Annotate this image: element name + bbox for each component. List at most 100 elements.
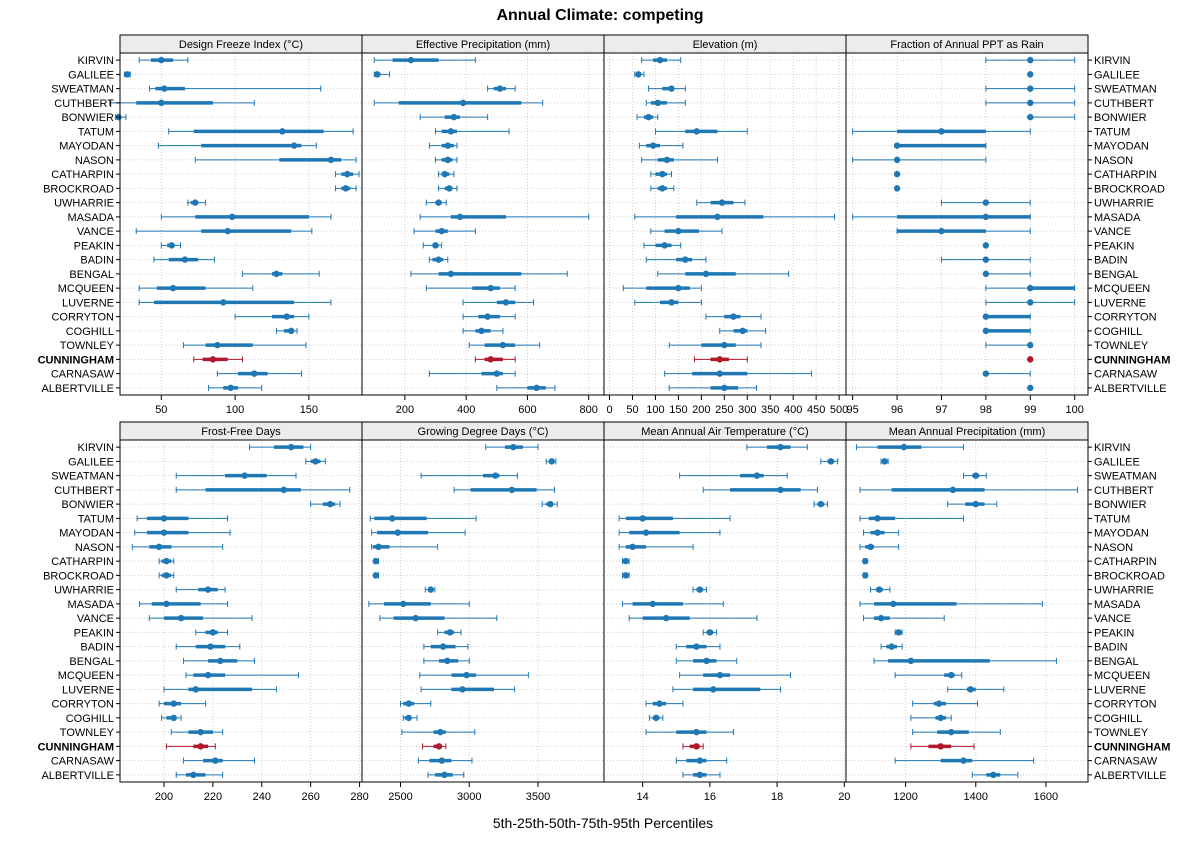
median-point xyxy=(895,629,902,636)
y-tick-label: PEAKIN xyxy=(74,240,114,252)
median-point xyxy=(649,600,656,608)
median-point xyxy=(706,629,714,636)
median-point xyxy=(721,384,728,392)
median-point xyxy=(181,256,189,263)
y-tick-label: CARNASAW xyxy=(1094,756,1158,768)
median-point xyxy=(937,714,944,722)
median-point xyxy=(972,500,979,508)
panel-title: Mean Annual Air Temperature (°C) xyxy=(641,426,808,438)
y-tick-label: LUVERNE xyxy=(1094,684,1146,696)
median-point xyxy=(374,71,381,78)
median-point xyxy=(439,643,447,650)
y-tick-label: MASADA xyxy=(68,212,115,224)
median-point xyxy=(204,671,212,679)
median-point xyxy=(394,529,401,536)
y-tick-label: TATUM xyxy=(1094,513,1130,525)
y-tick-label: TOWNLEY xyxy=(1094,727,1149,739)
y-tick-label: NASON xyxy=(1094,155,1133,167)
median-point xyxy=(241,472,248,479)
y-tick-label: UWHARRIE xyxy=(54,198,114,210)
y-tick-label: SWEATMAN xyxy=(1094,471,1157,483)
y-tick-label: LUVERNE xyxy=(62,297,114,309)
median-point xyxy=(1027,341,1034,349)
x-tick-label: 16 xyxy=(704,791,716,803)
x-tick-label: 3000 xyxy=(457,791,481,803)
y-tick-label: ALBERTVILLE xyxy=(41,383,114,395)
median-point xyxy=(502,299,510,306)
median-point xyxy=(400,600,407,608)
y-tick-label: VANCE xyxy=(77,613,114,625)
y-tick-label: SWEATMAN xyxy=(1094,84,1157,96)
x-axis-label: 5th-25th-50th-75th-95th Percentiles xyxy=(493,815,713,831)
median-point xyxy=(160,529,168,536)
median-point xyxy=(441,771,448,779)
median-point xyxy=(714,213,721,221)
y-tick-label: CATHARPIN xyxy=(51,556,114,568)
y-tick-label: UWHARRIE xyxy=(1094,585,1154,597)
y-tick-label: VANCE xyxy=(1094,226,1131,238)
median-point xyxy=(207,643,214,650)
x-tick-label: 1200 xyxy=(893,791,917,803)
y-tick-label: CUNNINGHAM xyxy=(38,741,114,753)
x-tick-label: 150 xyxy=(669,404,687,416)
y-tick-label: BADIN xyxy=(1094,255,1128,267)
median-point xyxy=(817,500,824,508)
y-tick-label: TATUM xyxy=(78,513,114,525)
median-point xyxy=(508,486,516,494)
median-point xyxy=(456,213,464,221)
median-point xyxy=(1027,71,1034,78)
median-point xyxy=(893,170,901,178)
median-point xyxy=(290,142,298,149)
median-point xyxy=(499,341,507,349)
median-point xyxy=(696,771,703,779)
y-tick-label: BENGAL xyxy=(69,269,114,281)
median-point xyxy=(777,486,784,494)
median-point xyxy=(177,614,185,622)
y-tick-label: COGHILL xyxy=(1094,326,1142,338)
median-point xyxy=(496,85,504,92)
median-point xyxy=(192,686,199,693)
median-point xyxy=(224,227,231,235)
y-tick-label: COGHILL xyxy=(66,713,114,725)
y-tick-label: CUTHBERT xyxy=(54,98,114,110)
x-tick-label: 18 xyxy=(771,791,783,803)
median-point xyxy=(702,270,710,278)
median-point xyxy=(639,515,646,522)
median-point xyxy=(693,743,700,750)
median-point xyxy=(874,515,881,522)
median-point xyxy=(163,572,170,579)
median-point xyxy=(982,270,990,278)
panel-grid: Design Freeze Index (°C) 50 100 150 KIRVIN GA… xyxy=(38,34,1170,803)
median-point xyxy=(484,313,491,320)
median-point xyxy=(273,270,280,278)
median-point xyxy=(874,529,881,536)
median-point xyxy=(287,443,295,451)
median-point xyxy=(862,572,869,579)
median-point xyxy=(1027,99,1034,107)
y-tick-label: MASADA xyxy=(1094,599,1141,611)
median-point xyxy=(622,557,630,565)
median-point xyxy=(209,356,217,363)
x-tick-label: 450 xyxy=(807,404,825,416)
median-point xyxy=(893,142,901,149)
median-point xyxy=(960,757,967,764)
median-point xyxy=(668,85,675,92)
median-point xyxy=(659,170,666,178)
x-tick-label: 100 xyxy=(226,404,244,416)
chart-panel: Frost-Free Days 200 220 240 260 280 KIRVIN GALI… xyxy=(38,421,369,803)
y-tick-label: TOWNLEY xyxy=(60,727,115,739)
median-point xyxy=(1027,299,1034,306)
y-tick-label: VANCE xyxy=(77,226,114,238)
median-point xyxy=(444,657,451,665)
median-point xyxy=(721,341,728,349)
y-tick-label: KIRVIN xyxy=(78,55,115,67)
y-tick-label: ALBERTVILLE xyxy=(41,770,114,782)
y-tick-label: CARNASAW xyxy=(51,756,115,768)
chart-panel: Effective Precipitation (mm) 200 400 600 800 xyxy=(361,34,605,416)
median-point xyxy=(668,299,675,306)
median-point xyxy=(209,629,217,636)
x-tick-label: 100 xyxy=(1065,404,1083,416)
panel-border xyxy=(845,439,1089,783)
median-point xyxy=(161,85,168,92)
median-point xyxy=(197,728,204,736)
